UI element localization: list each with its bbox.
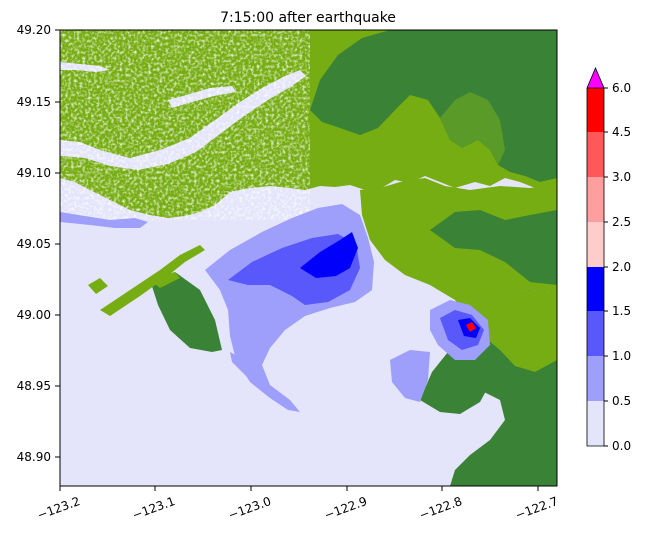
x-tick-label: −123.2 xyxy=(35,494,82,522)
colorbar-segment xyxy=(587,311,604,356)
colorbar-segment xyxy=(587,267,604,311)
land-southwest xyxy=(150,272,222,352)
colorbar-label: 3.0 xyxy=(612,170,631,184)
y-tick-label: 48.95 xyxy=(17,379,51,393)
y-tick-label: 49.05 xyxy=(17,237,51,251)
plot-frame xyxy=(59,29,558,487)
x-tick-label: −122.8 xyxy=(417,494,464,522)
y-axis: 49.20 49.15 49.10 49.05 49.00 48.95 48.9… xyxy=(17,23,60,464)
land-southeast-peninsula xyxy=(420,345,492,414)
land-east-upper xyxy=(360,178,557,320)
map-title: 7:15:00 after earthquake xyxy=(220,10,396,26)
y-tick-label: 49.15 xyxy=(17,95,51,109)
x-tick-label: −122.7 xyxy=(513,494,560,522)
hills-northeast-ridge xyxy=(440,92,505,165)
colorbar-segment xyxy=(587,401,604,446)
colorbar-label: 6.0 xyxy=(612,81,631,95)
y-tick-label: 49.10 xyxy=(17,166,51,180)
colorbar: 0.0 0.5 1.0 1.5 2.0 2.5 3.0 4.5 6.0 xyxy=(586,66,631,453)
colorbar-segment xyxy=(587,177,604,222)
colorbar-label: 1.5 xyxy=(612,304,631,318)
land-southwest-rim xyxy=(150,272,180,288)
colorbar-label: 2.5 xyxy=(612,215,631,229)
islet-west xyxy=(88,278,108,294)
y-tick-label: 49.20 xyxy=(17,23,51,37)
colorbar-label: 4.5 xyxy=(612,125,631,139)
map-plot xyxy=(60,30,557,486)
colorbar-label: 1.0 xyxy=(612,349,631,363)
y-tick-label: 49.00 xyxy=(17,308,51,322)
colorbar-label: 0.5 xyxy=(612,394,631,408)
flood-1-5 xyxy=(300,232,358,278)
land-east-light xyxy=(470,290,557,372)
causeway xyxy=(100,245,205,316)
x-tick-label: −123.0 xyxy=(226,494,273,522)
y-tick-label: 48.90 xyxy=(17,450,51,464)
colorbar-segment xyxy=(587,88,604,132)
colorbar-label: 0.0 xyxy=(612,439,631,453)
flood-0-5-strip xyxy=(230,352,270,392)
colorbar-segment xyxy=(587,356,604,401)
flood-hotspot xyxy=(466,322,476,332)
colorbar-segment xyxy=(587,132,604,177)
flood-0-5-south xyxy=(390,350,430,402)
land-east-ridge xyxy=(430,210,557,285)
x-axis: −123.2 −123.1 −123.0 −122.9 −122.8 −122.… xyxy=(35,486,560,522)
x-tick-label: −123.1 xyxy=(130,494,177,522)
x-tick-label: −122.9 xyxy=(322,494,369,522)
colorbar-label: 2.0 xyxy=(612,260,631,274)
urban-texture xyxy=(60,30,310,220)
colorbar-segment xyxy=(587,222,604,267)
flood-0-5-west xyxy=(60,212,148,228)
colorbar-extend-arrow xyxy=(586,66,605,89)
